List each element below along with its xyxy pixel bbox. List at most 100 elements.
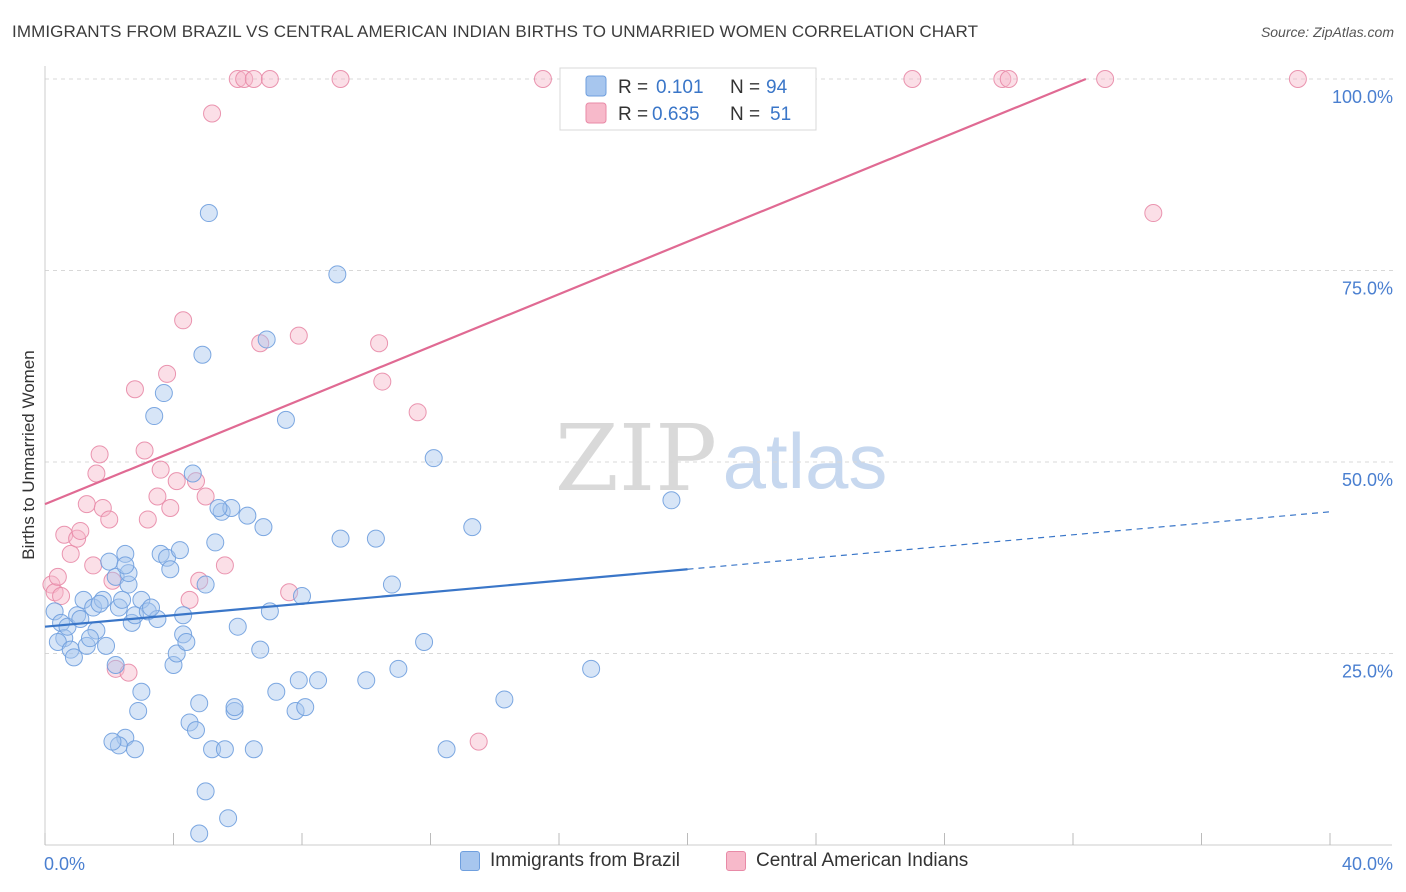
data-point [415,633,434,652]
data-point [145,407,164,426]
data-point [132,682,151,701]
y-axis-label: Births to Unmarried Women [19,350,38,559]
data-point [382,575,401,594]
watermark-atlas: atlas [723,417,888,505]
watermark-zip: ZIP [555,405,717,512]
data-point [328,265,347,284]
data-point [142,598,161,617]
data-point [903,70,922,88]
data-point [148,487,167,506]
data-point [113,590,132,609]
trend-line-brazil [44,568,688,628]
data-point [370,334,389,353]
data-point [87,464,106,483]
legend-n-label-blue: N = [730,77,760,98]
data-point [161,560,180,579]
data-point [180,713,199,732]
data-point [533,70,552,88]
data-point [135,441,154,460]
y-tick-label: 50.0% [1342,470,1393,490]
data-point [260,70,279,88]
x-tick-label-max: 40.0% [1342,854,1393,874]
data-point [45,602,64,621]
data-point [125,380,144,399]
data-point [1096,70,1115,88]
legend-n-value-blue: 94 [766,77,788,98]
data-point [138,510,157,529]
legend-r-label-pink: R = [618,104,648,125]
data-point [93,498,112,517]
data-point [158,364,177,383]
data-point [257,330,276,349]
data-point [331,529,350,548]
data-point [296,698,315,717]
data-point [424,449,443,468]
data-point [222,498,241,517]
data-point [106,655,125,674]
data-point [366,529,385,548]
source-label: Source: ZipAtlas.com [1260,24,1394,40]
data-point [199,204,218,223]
data-point [177,633,196,652]
data-point [289,326,308,345]
y-tick-labels: 25.0% 50.0% 75.0% 100.0% [1332,87,1393,682]
data-point [244,740,263,759]
bottom-legend-item-brazil: Immigrants from Brazil [460,850,680,872]
y-tick-label: 100.0% [1332,87,1393,107]
data-point [235,70,254,88]
data-point [999,70,1018,88]
data-point [164,655,183,674]
data-point [215,556,234,575]
data-point [151,460,170,479]
legend-r-label-blue: R = [618,77,648,98]
legend-swatch-pink [585,102,607,124]
y-tick-label: 75.0% [1342,279,1393,299]
data-point [132,590,151,609]
data-point [286,701,305,720]
data-point [495,690,514,709]
data-point [80,629,99,648]
watermark: ZIP atlas [555,405,887,512]
legend: R = 0.101 N = 94 R = 0.635 N = 51 [559,67,817,131]
data-point [90,445,109,464]
data-point [196,575,215,594]
data-point [167,472,186,491]
data-point [1144,204,1163,223]
data-point [662,491,681,510]
data-point [84,556,103,575]
data-point [190,824,209,843]
legend-n-label-pink: N = [730,104,760,125]
data-point [100,552,119,571]
chart-title: IMMIGRANTS FROM BRAZIL VS CENTRAL AMERIC… [12,22,979,41]
data-point [357,671,376,690]
data-point [170,541,189,560]
data-point [244,70,263,88]
blue-points [45,204,681,843]
data-point [293,587,311,606]
data-point [225,701,244,720]
x-tick-label-min: 0.0% [44,854,85,874]
data-point [267,682,286,701]
data-point [90,594,109,613]
pink-points [42,70,1307,751]
data-point [161,498,180,517]
bottom-legend-swatch-blue [460,851,480,871]
data-point [463,518,482,537]
data-point [196,487,215,506]
data-point [469,732,488,751]
y-tick-label: 25.0% [1342,662,1393,682]
data-point [582,659,601,678]
data-point [183,464,202,483]
bottom-legend-swatch-pink [726,851,746,871]
data-point [52,587,71,606]
data-point [408,403,427,422]
data-point [116,556,135,575]
data-point [203,740,222,759]
data-point [193,345,212,364]
data-point [125,740,144,759]
data-point [389,659,408,678]
bottom-legend-item-central-american: Central American Indians [726,850,968,872]
gridlines [45,78,1395,654]
data-point [167,644,186,663]
data-point [209,498,228,517]
